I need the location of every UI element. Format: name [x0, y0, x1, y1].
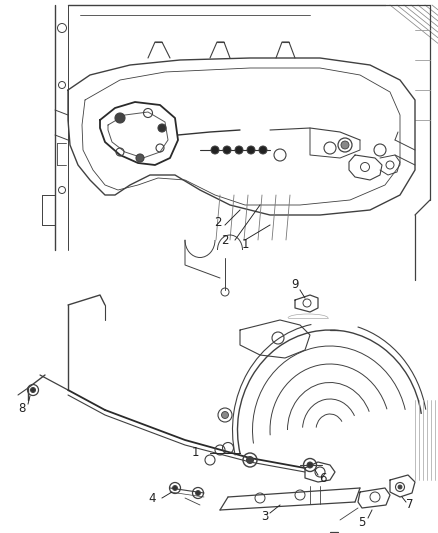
- Circle shape: [115, 113, 125, 123]
- Text: 2: 2: [221, 233, 229, 246]
- Circle shape: [31, 387, 35, 392]
- Circle shape: [235, 146, 243, 154]
- Circle shape: [398, 485, 402, 489]
- Circle shape: [259, 146, 267, 154]
- Circle shape: [247, 456, 254, 464]
- Circle shape: [211, 146, 219, 154]
- Text: 9: 9: [291, 279, 299, 292]
- Text: 5: 5: [358, 515, 366, 529]
- Circle shape: [136, 154, 144, 162]
- Circle shape: [222, 411, 229, 418]
- Text: 7: 7: [406, 498, 414, 512]
- Text: 3: 3: [261, 511, 268, 523]
- Text: 1: 1: [241, 238, 249, 252]
- Text: 8: 8: [18, 401, 26, 415]
- Text: 2: 2: [214, 215, 222, 229]
- Circle shape: [247, 146, 255, 154]
- Text: 1: 1: [191, 447, 199, 459]
- Circle shape: [307, 462, 313, 468]
- Circle shape: [341, 141, 349, 149]
- Circle shape: [158, 124, 166, 132]
- Circle shape: [195, 490, 201, 496]
- Text: 4: 4: [148, 491, 156, 505]
- Circle shape: [223, 146, 231, 154]
- Circle shape: [173, 486, 177, 490]
- Text: 6: 6: [319, 472, 327, 484]
